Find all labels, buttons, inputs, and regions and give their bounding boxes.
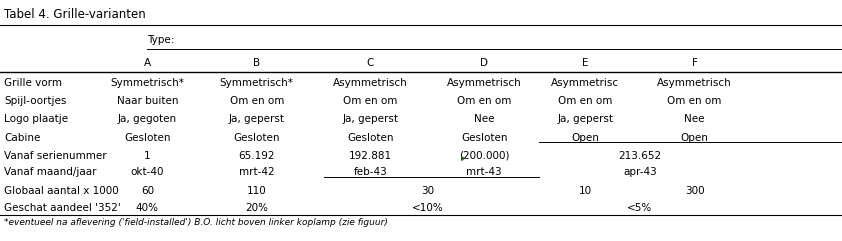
Text: Asymmetrisch: Asymmetrisch: [333, 78, 408, 88]
Text: Logo plaatje: Logo plaatje: [4, 114, 68, 124]
Text: apr-43: apr-43: [623, 167, 657, 177]
Text: Spijl-oortjes: Spijl-oortjes: [4, 96, 67, 106]
Text: A: A: [144, 58, 151, 68]
Text: 65.192: 65.192: [238, 151, 275, 161]
Text: Asymmetrisch: Asymmetrisch: [447, 78, 521, 88]
Text: Asymmetrisch: Asymmetrisch: [658, 78, 732, 88]
Text: 60: 60: [141, 186, 154, 195]
Text: Open: Open: [680, 133, 709, 142]
Text: feb-43: feb-43: [354, 167, 387, 177]
Text: ▸: ▸: [461, 152, 466, 162]
Text: Gesloten: Gesloten: [347, 133, 394, 142]
Text: Symmetrisch*: Symmetrisch*: [110, 78, 184, 88]
Text: 213.652: 213.652: [618, 151, 662, 161]
Text: Nee: Nee: [685, 114, 705, 124]
Text: Gesloten: Gesloten: [233, 133, 280, 142]
Text: Ja, geperst: Ja, geperst: [229, 114, 285, 124]
Text: Vanaf maand/jaar: Vanaf maand/jaar: [4, 167, 97, 177]
Text: Symmetrisch*: Symmetrisch*: [220, 78, 294, 88]
Text: Om en om: Om en om: [558, 96, 612, 106]
Text: B: B: [253, 58, 260, 68]
Text: D: D: [480, 58, 488, 68]
Text: Om en om: Om en om: [668, 96, 722, 106]
Text: Om en om: Om en om: [344, 96, 397, 106]
Text: 30: 30: [421, 186, 434, 195]
Text: 1: 1: [144, 151, 151, 161]
Text: Globaal aantal x 1000: Globaal aantal x 1000: [4, 186, 119, 195]
Text: 300: 300: [685, 186, 705, 195]
Text: Geschat aandeel '352': Geschat aandeel '352': [4, 203, 121, 213]
Text: Gesloten: Gesloten: [461, 133, 508, 142]
Text: C: C: [367, 58, 374, 68]
Text: Om en om: Om en om: [230, 96, 284, 106]
Text: 20%: 20%: [245, 203, 269, 213]
Text: Om en om: Om en om: [457, 96, 511, 106]
Text: <5%: <5%: [627, 203, 653, 213]
Text: 192.881: 192.881: [349, 151, 392, 161]
Text: mrt-43: mrt-43: [466, 167, 502, 177]
Text: Tabel 4. Grille-varianten: Tabel 4. Grille-varianten: [4, 8, 146, 21]
Text: *eventueel na aflevering ('field-installed') B.O. licht boven linker koplamp (zi: *eventueel na aflevering ('field-install…: [4, 218, 388, 227]
Text: (200.000): (200.000): [459, 151, 509, 161]
Text: Ja, geperst: Ja, geperst: [343, 114, 398, 124]
Text: 40%: 40%: [136, 203, 159, 213]
Text: Gesloten: Gesloten: [124, 133, 171, 142]
Text: Grille vorm: Grille vorm: [4, 78, 62, 88]
Text: mrt-42: mrt-42: [239, 167, 274, 177]
Text: E: E: [582, 58, 589, 68]
Text: Naar buiten: Naar buiten: [116, 96, 179, 106]
Text: Type:: Type:: [147, 35, 175, 45]
Text: Asymmetrisc: Asymmetrisc: [552, 78, 619, 88]
Text: Nee: Nee: [474, 114, 494, 124]
Text: 110: 110: [247, 186, 267, 195]
Text: Cabine: Cabine: [4, 133, 40, 142]
Text: 10: 10: [578, 186, 592, 195]
Text: Vanaf serienummer: Vanaf serienummer: [4, 151, 107, 161]
Text: F: F: [692, 58, 697, 68]
Text: <10%: <10%: [412, 203, 443, 213]
Text: Ja, gegoten: Ja, gegoten: [118, 114, 177, 124]
Text: Ja, geperst: Ja, geperst: [557, 114, 613, 124]
Text: okt-40: okt-40: [131, 167, 164, 177]
Text: Open: Open: [571, 133, 600, 142]
